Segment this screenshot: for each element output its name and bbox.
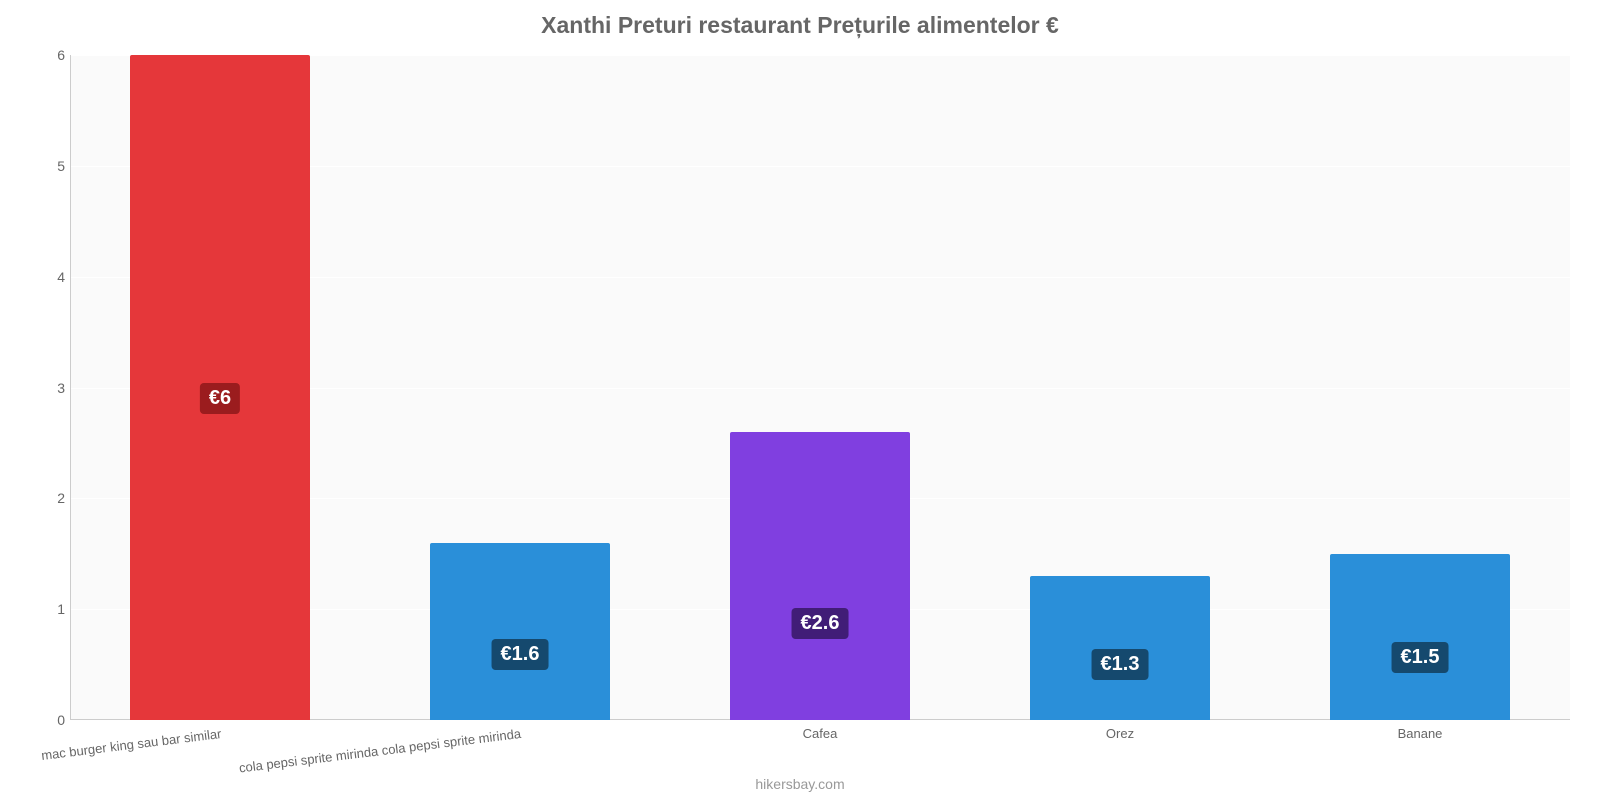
x-tick-label: mac burger king sau bar similar: [40, 726, 222, 763]
chart-plot-area: 0123456 €6€1.6€2.6€1.3€1.5 mac burger ki…: [70, 55, 1570, 720]
y-tick-label: 1: [35, 601, 65, 617]
source-attribution: hikersbay.com: [0, 776, 1600, 792]
bar: €1.6: [430, 543, 610, 720]
x-tick-label: Banane: [1398, 726, 1443, 741]
bar: €2.6: [730, 432, 910, 720]
bar-value-label: €6: [200, 383, 240, 414]
bar: €1.3: [1030, 576, 1210, 720]
y-tick-label: 4: [35, 269, 65, 285]
bar-value-label: €1.3: [1092, 649, 1149, 680]
x-tick-label: Cafea: [803, 726, 838, 741]
y-tick-label: 3: [35, 380, 65, 396]
y-tick-label: 2: [35, 490, 65, 506]
y-tick-label: 0: [35, 712, 65, 728]
bar-value-label: €2.6: [792, 608, 849, 639]
bars-container: €6 €1.6 €2.6 €1.3 €1.5: [70, 55, 1570, 720]
grid-line: [70, 720, 1570, 721]
y-tick-label: 6: [35, 47, 65, 63]
chart-title: Xanthi Preturi restaurant Prețurile alim…: [0, 0, 1600, 39]
bar: €1.5: [1330, 554, 1510, 720]
y-tick-label: 5: [35, 158, 65, 174]
x-tick-label: Orez: [1106, 726, 1134, 741]
bar-value-label: €1.6: [492, 639, 549, 670]
x-tick-label: cola pepsi sprite mirinda cola pepsi spr…: [238, 726, 522, 775]
bar: €6: [130, 55, 310, 720]
bar-value-label: €1.5: [1392, 642, 1449, 673]
y-axis-labels: 0123456: [35, 55, 65, 720]
